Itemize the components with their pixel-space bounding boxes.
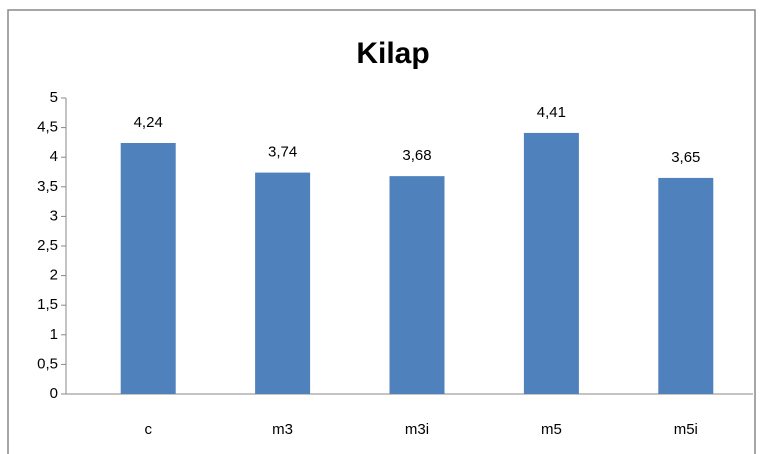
bar (389, 176, 445, 394)
x-tick-label: c (144, 421, 152, 438)
x-tick-label: m3i (405, 421, 429, 438)
bar (658, 177, 714, 394)
y-tick-label: 0 (50, 385, 58, 402)
y-tick-label: 4 (50, 148, 58, 165)
y-tick-label: 1 (50, 326, 58, 343)
bar (255, 172, 311, 394)
chart-title: Kilap (356, 37, 429, 70)
chart-border (7, 9, 756, 454)
value-label: 3,65 (671, 149, 700, 166)
y-tick-label: 1,5 (37, 296, 58, 313)
y-tick-label: 2,5 (37, 237, 58, 254)
value-label: 3,68 (402, 147, 431, 164)
value-label: 3,74 (268, 144, 297, 161)
y-tick-label: 4,5 (37, 119, 58, 136)
bar (523, 132, 579, 395)
bar (120, 142, 176, 394)
x-tick-label: m3 (272, 421, 293, 438)
y-tick-label: 3,5 (37, 178, 58, 195)
x-tick-label: m5i (674, 421, 698, 438)
y-tick-label: 2 (50, 267, 58, 284)
y-tick-label: 5 (50, 89, 58, 106)
value-label: 4,41 (537, 104, 566, 121)
value-label: 4,24 (134, 114, 163, 131)
y-tick-label: 3 (50, 207, 58, 224)
y-tick-label: 0,5 (37, 355, 58, 372)
x-tick-label: m5 (541, 421, 562, 438)
